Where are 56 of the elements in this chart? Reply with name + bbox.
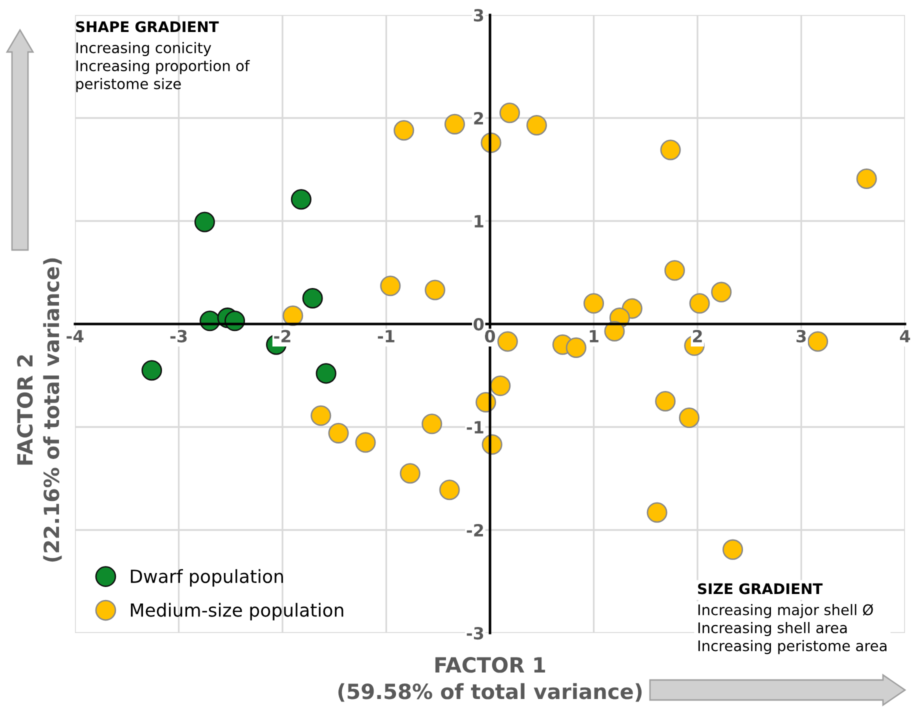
- point: [444, 114, 465, 134]
- y-tick-label: 3: [474, 8, 484, 22]
- point: [394, 120, 414, 141]
- x-tick-label: -2: [274, 330, 290, 342]
- x-tick-label: 3: [796, 330, 806, 342]
- point: [400, 463, 420, 484]
- point: [142, 360, 162, 381]
- x-tick-label: -4: [66, 330, 84, 342]
- annotation: SHAPE GRADIENT: [76, 21, 219, 32]
- point: [711, 282, 732, 302]
- point: [490, 376, 511, 396]
- x-tick-label: 4: [900, 330, 910, 342]
- point: [497, 331, 518, 352]
- legend-label: Dwarf population: [130, 569, 283, 587]
- annotation: Increasing major shell Ø Increasing shell area Increasing peristome area: [698, 604, 886, 654]
- x-tick-label: 2: [693, 330, 702, 342]
- point: [355, 432, 376, 453]
- point: [310, 405, 332, 426]
- x-tick-label: -1: [378, 330, 394, 342]
- point: [583, 293, 604, 314]
- annotation: SIZE GRADIENT: [698, 583, 823, 594]
- y-tick-label: -3: [466, 626, 484, 640]
- y-tick-label: -2: [466, 524, 483, 536]
- point: [290, 189, 312, 210]
- point: [566, 337, 586, 358]
- point: [664, 260, 685, 281]
- point: [678, 407, 700, 428]
- point: [439, 480, 460, 500]
- y-tick-label: 0: [474, 318, 484, 331]
- point: [328, 422, 349, 444]
- x-tick-label: 1: [590, 330, 598, 342]
- point: [660, 140, 681, 160]
- point: [856, 168, 877, 190]
- point: [499, 102, 520, 124]
- point: [424, 280, 446, 300]
- point: [722, 539, 744, 560]
- point: [422, 414, 442, 434]
- y-tick-label: 2: [474, 112, 483, 124]
- y-axis-title: FACTOR 2 (22.16% of total variance): [17, 258, 62, 562]
- point: [316, 363, 336, 384]
- x-axis-title: FACTOR 1 (59.58% of total variance): [338, 657, 642, 702]
- y-tick-label: -1: [466, 421, 484, 434]
- y-tick-label: 1: [474, 215, 484, 228]
- point: [689, 293, 710, 314]
- point: [808, 331, 828, 352]
- point: [646, 502, 668, 523]
- x-tick-label: -3: [170, 330, 187, 342]
- point: [194, 212, 215, 232]
- annotation: Increasing conicity Increasing proportion of peristome size: [76, 42, 250, 92]
- legend-label: Medium-size population: [130, 602, 344, 620]
- point: [282, 305, 304, 326]
- point: [380, 276, 401, 296]
- point: [526, 114, 547, 136]
- x-tick-label: 0: [485, 330, 495, 342]
- point: [655, 390, 676, 412]
- point: [302, 288, 323, 309]
